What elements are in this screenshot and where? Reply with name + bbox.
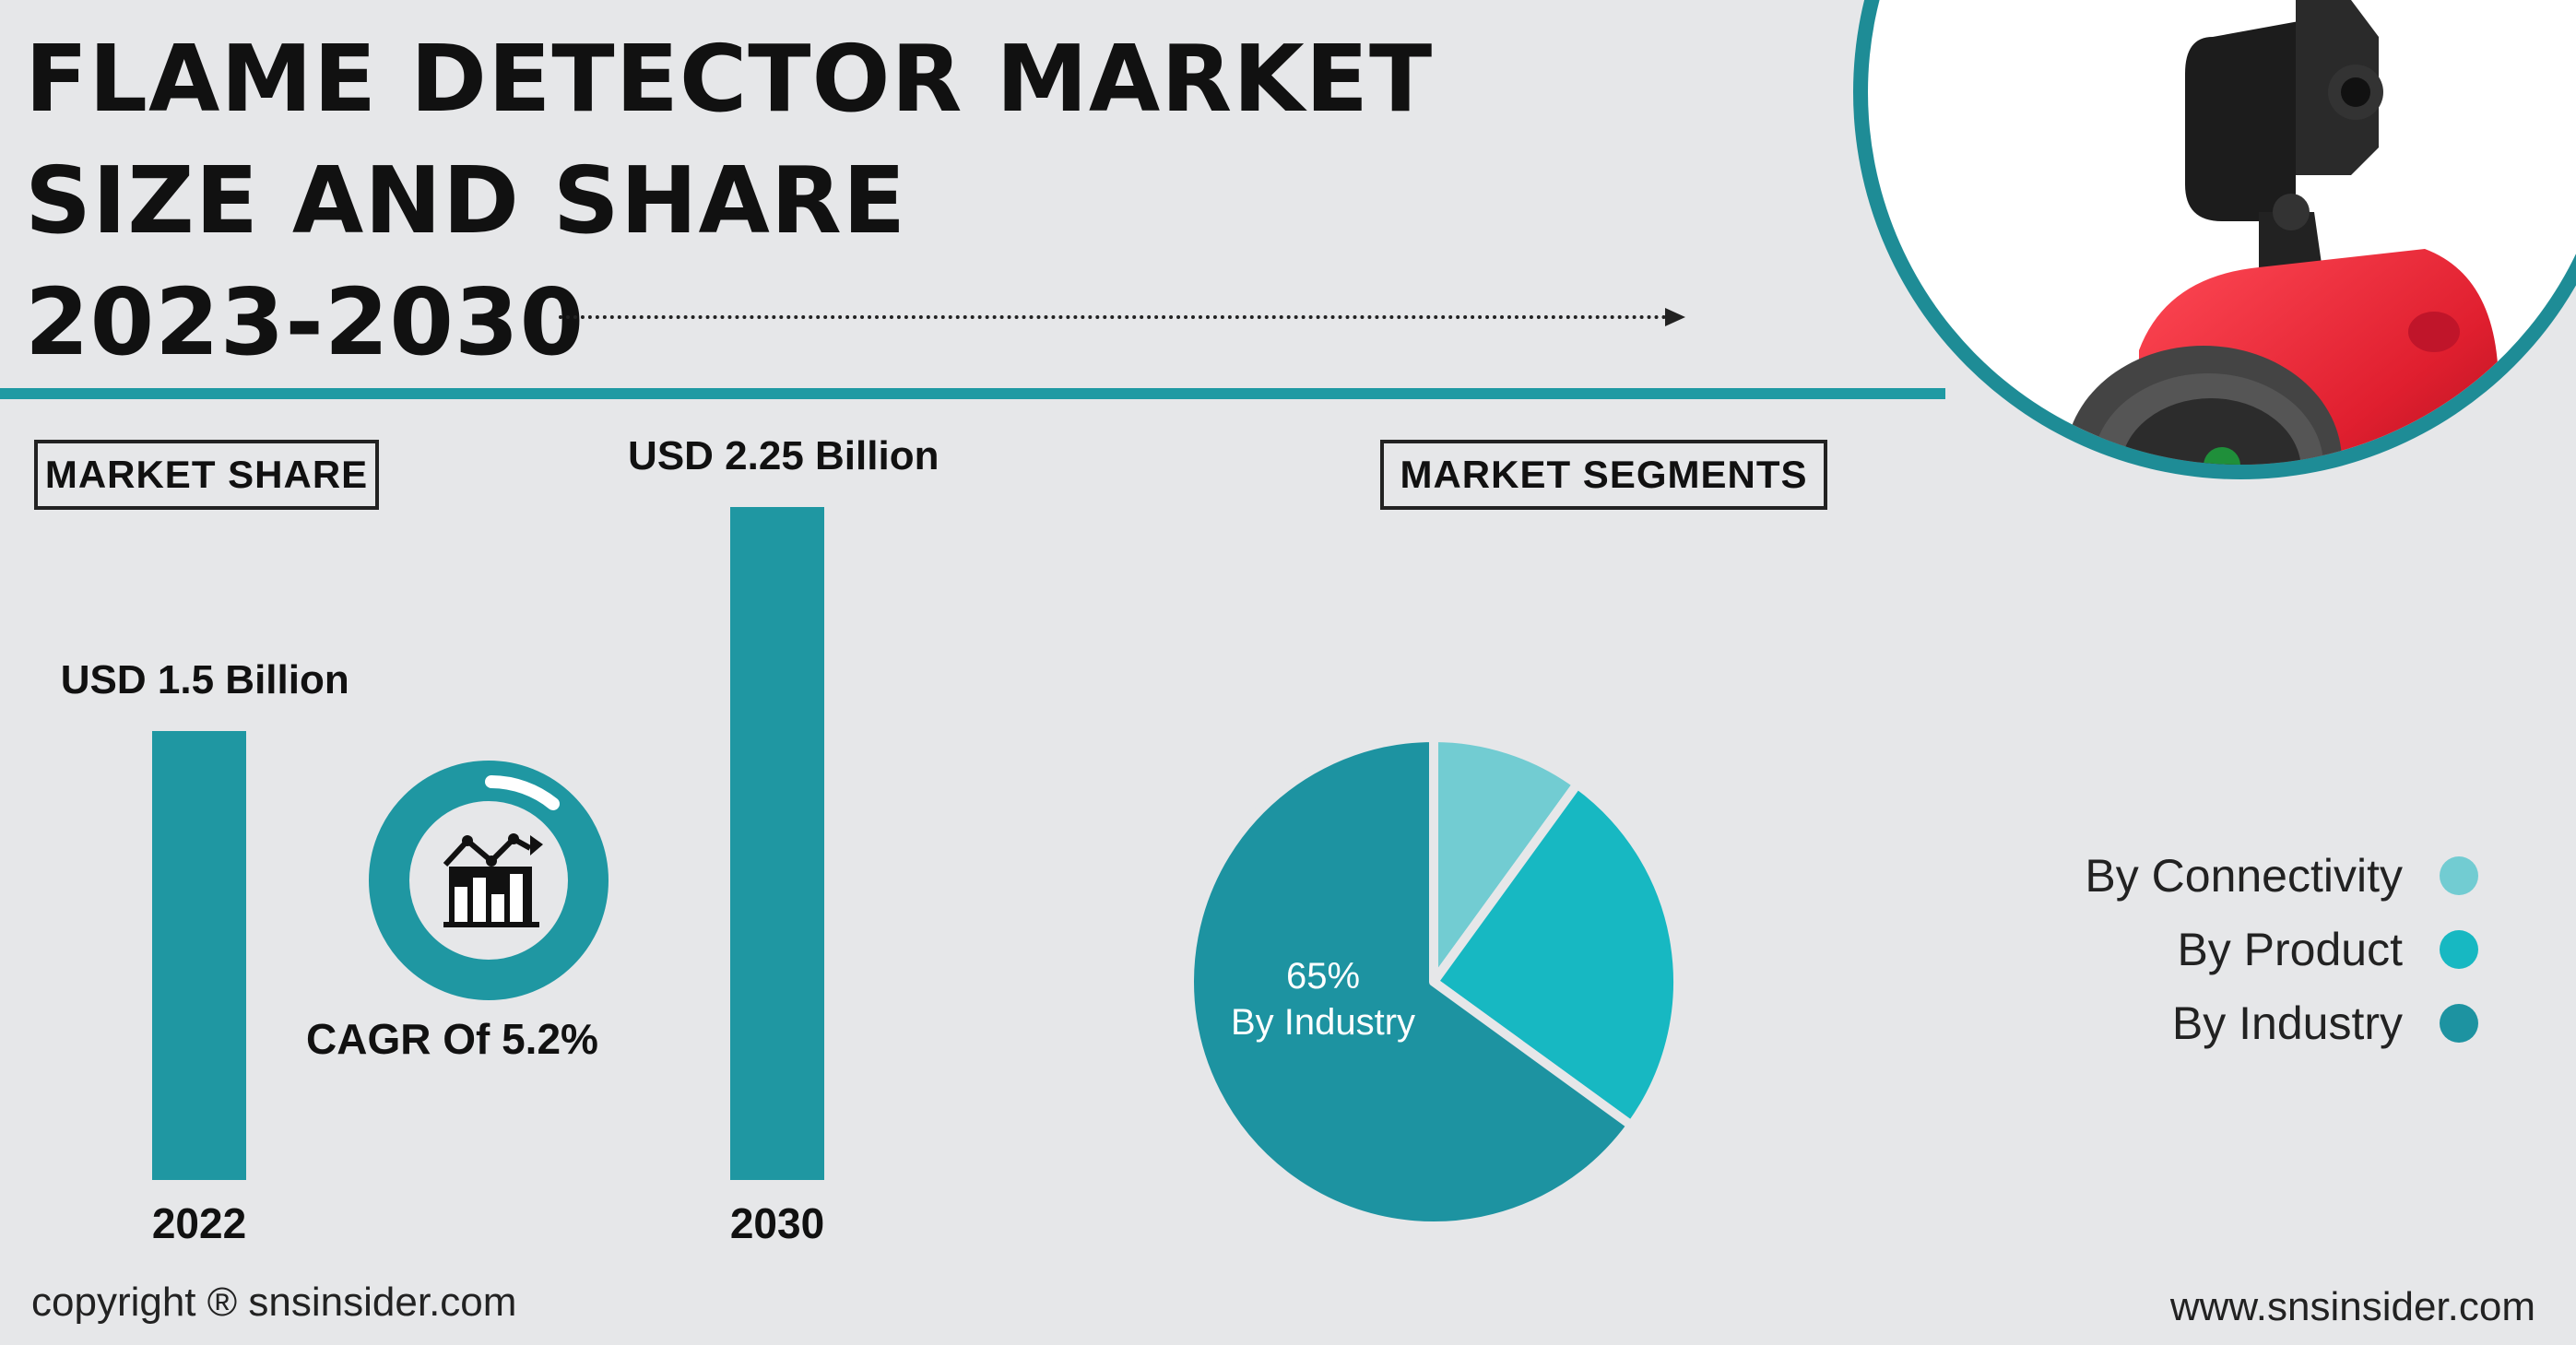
header-divider <box>0 388 1945 399</box>
chart-growth-icon <box>443 833 543 927</box>
bar-category-label: 2022 <box>151 1199 247 1247</box>
pie-data-label-value: 65% <box>1286 956 1360 997</box>
title-line-3: 2023-2030 <box>25 268 585 376</box>
dotted-arrow-line <box>559 315 1667 319</box>
legend-item: By Product <box>1833 913 2478 986</box>
pie-slice-by-connectivity <box>1429 733 1582 986</box>
copyright-text: copyright ® snsinsider.com <box>31 1280 517 1325</box>
cagr-value: CAGR Of 5.2% <box>306 1015 598 1063</box>
flame-detector-product-photo <box>2065 0 2499 465</box>
legend-label: By Connectivity <box>2085 850 2403 902</box>
legend-label: By Industry <box>2171 997 2403 1049</box>
pie-slice-by-industry <box>1185 733 1637 1231</box>
market-share-label: MARKET SHARE <box>34 440 379 510</box>
legend-item: By Connectivity <box>1833 839 2478 913</box>
cagr-ring <box>369 761 609 1000</box>
legend-item: By Industry <box>1833 986 2478 1060</box>
pie-legend: By Connectivity By Product By Industry <box>1833 839 2478 1060</box>
bar-2030 <box>730 507 824 1180</box>
legend-swatch <box>2440 856 2478 895</box>
bar-2022 <box>152 731 246 1180</box>
page-title: FLAME DETECTOR MARKET SIZE AND SHARE 202… <box>25 18 1433 383</box>
legend-swatch <box>2440 1004 2478 1043</box>
legend-label: By Product <box>2177 924 2403 975</box>
arrow-head-icon <box>1665 308 1685 326</box>
title-line-2: SIZE AND SHARE <box>25 147 907 254</box>
product-image-frame <box>1853 0 2576 479</box>
website-link[interactable]: www.snsinsider.com <box>2169 1284 2535 1329</box>
bar-category-label: 2030 <box>729 1199 825 1247</box>
legend-swatch <box>2440 930 2478 969</box>
market-segments-label: MARKET SEGMENTS <box>1380 440 1827 510</box>
market-segments-pie-chart: 65% By Industry <box>1185 733 1683 1231</box>
bar-value-label: USD 2.25 Billion <box>628 433 939 478</box>
pie-data-label-category: By Industry <box>1231 1002 1415 1043</box>
pie-slice-by-product <box>1429 779 1683 1130</box>
bar-value-label: USD 1.5 Billion <box>60 657 349 703</box>
title-line-1: FLAME DETECTOR MARKET <box>25 25 1434 133</box>
market-share-bar-chart: USD 1.5 Billion 2022 USD 2.25 Billion 2030 <box>0 0 1106 1291</box>
